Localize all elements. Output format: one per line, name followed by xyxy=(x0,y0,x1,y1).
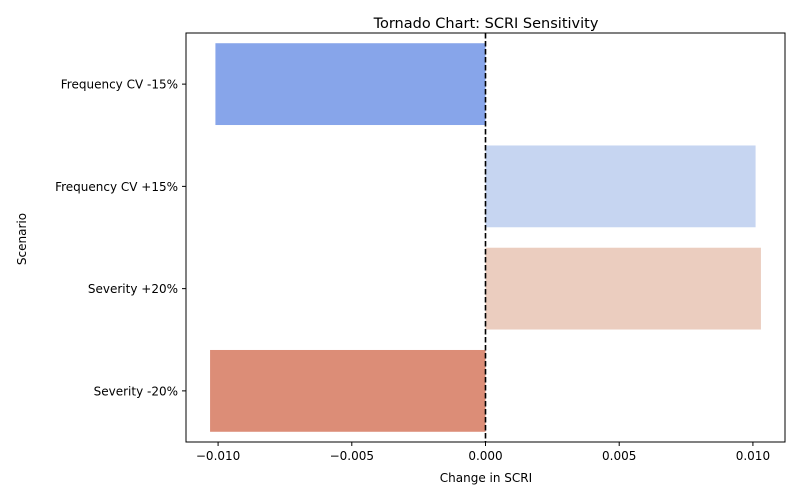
bar-1 xyxy=(485,145,756,228)
y-tick-label-3: Severity -20% xyxy=(94,384,178,398)
chart-title: Tornado Chart: SCRI Sensitivity xyxy=(373,16,599,32)
y-tick-label-1: Frequency CV +15% xyxy=(55,180,178,194)
y-tick-label-2: Severity +20% xyxy=(88,282,178,296)
x-axis-label: Change in SCRI xyxy=(440,471,532,485)
y-tick-label-0: Frequency CV -15% xyxy=(61,78,178,92)
bar-0 xyxy=(215,43,486,126)
x-axis: −0.010 −0.005 0.000 0.005 0.010 xyxy=(196,442,770,463)
y-axis-label: Scenario xyxy=(15,213,29,265)
bar-3 xyxy=(210,349,486,432)
x-tick-label-4: 0.010 xyxy=(736,449,770,463)
x-tick-label-2: 0.000 xyxy=(468,449,502,463)
x-tick-label-3: 0.005 xyxy=(602,449,636,463)
bar-2 xyxy=(485,247,761,330)
x-tick-label-1: −0.005 xyxy=(330,449,374,463)
y-axis: Frequency CV -15% Frequency CV +15% Severi… xyxy=(55,78,186,398)
x-tick-label-0: −0.010 xyxy=(196,449,240,463)
bars-group xyxy=(210,43,761,432)
